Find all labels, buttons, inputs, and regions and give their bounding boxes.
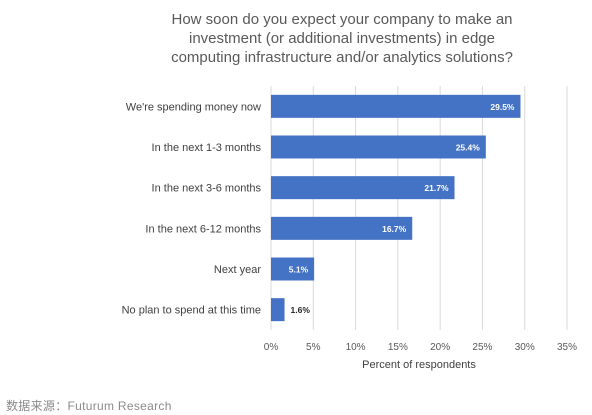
bar — [271, 135, 486, 159]
x-tick-label: 25% — [472, 342, 492, 353]
category-label: In the next 1-3 months — [152, 142, 262, 154]
category-label: We're spending money now — [126, 101, 261, 113]
bar — [271, 257, 315, 281]
category-label: No plan to spend at this time — [122, 305, 261, 317]
category-labels: We're spending money now In the next 1-3 … — [122, 101, 262, 316]
x-tick-label: 15% — [388, 342, 408, 353]
bar-chart: How soon do you expect your company to m… — [122, 11, 578, 371]
bar — [271, 176, 455, 200]
chart-title-line: computing infrastructure and/or analytic… — [171, 49, 513, 66]
category-label: Next year — [214, 264, 261, 276]
chart-title: How soon do you expect your company to m… — [171, 11, 513, 66]
x-tick-label: 20% — [430, 342, 450, 353]
x-tick-label: 5% — [306, 342, 321, 353]
x-tick-label: 0% — [264, 342, 279, 353]
x-tick-label: 30% — [515, 342, 535, 353]
bar — [271, 94, 521, 118]
chart-title-line: investment (or additional investments) i… — [189, 30, 495, 47]
data-label: 29.5% — [490, 102, 515, 112]
data-label: 21.7% — [424, 183, 449, 193]
bar — [271, 216, 413, 240]
data-label: 1.6% — [291, 305, 311, 315]
source-note: 数据来源：Futurum Research — [6, 399, 172, 413]
gridlines — [270, 86, 568, 330]
x-tick-label: 10% — [346, 342, 366, 353]
category-label: In the next 6-12 months — [145, 223, 261, 235]
bars: 29.5% 25.4% 21.7% 16.7% 5.1% 1.6% — [271, 94, 521, 322]
x-tick-label: 35% — [557, 342, 577, 353]
category-label: In the next 3-6 months — [152, 183, 262, 195]
data-label: 5.1% — [289, 265, 309, 275]
x-axis-title: Percent of respondents — [362, 359, 476, 371]
chart-title-line: How soon do you expect your company to m… — [171, 11, 512, 28]
data-label: 16.7% — [382, 224, 407, 234]
data-label: 25.4% — [456, 143, 481, 153]
bar — [271, 298, 285, 322]
x-tick-labels: 0% 5% 10% 15% 20% 25% 30% 35% — [264, 342, 577, 353]
